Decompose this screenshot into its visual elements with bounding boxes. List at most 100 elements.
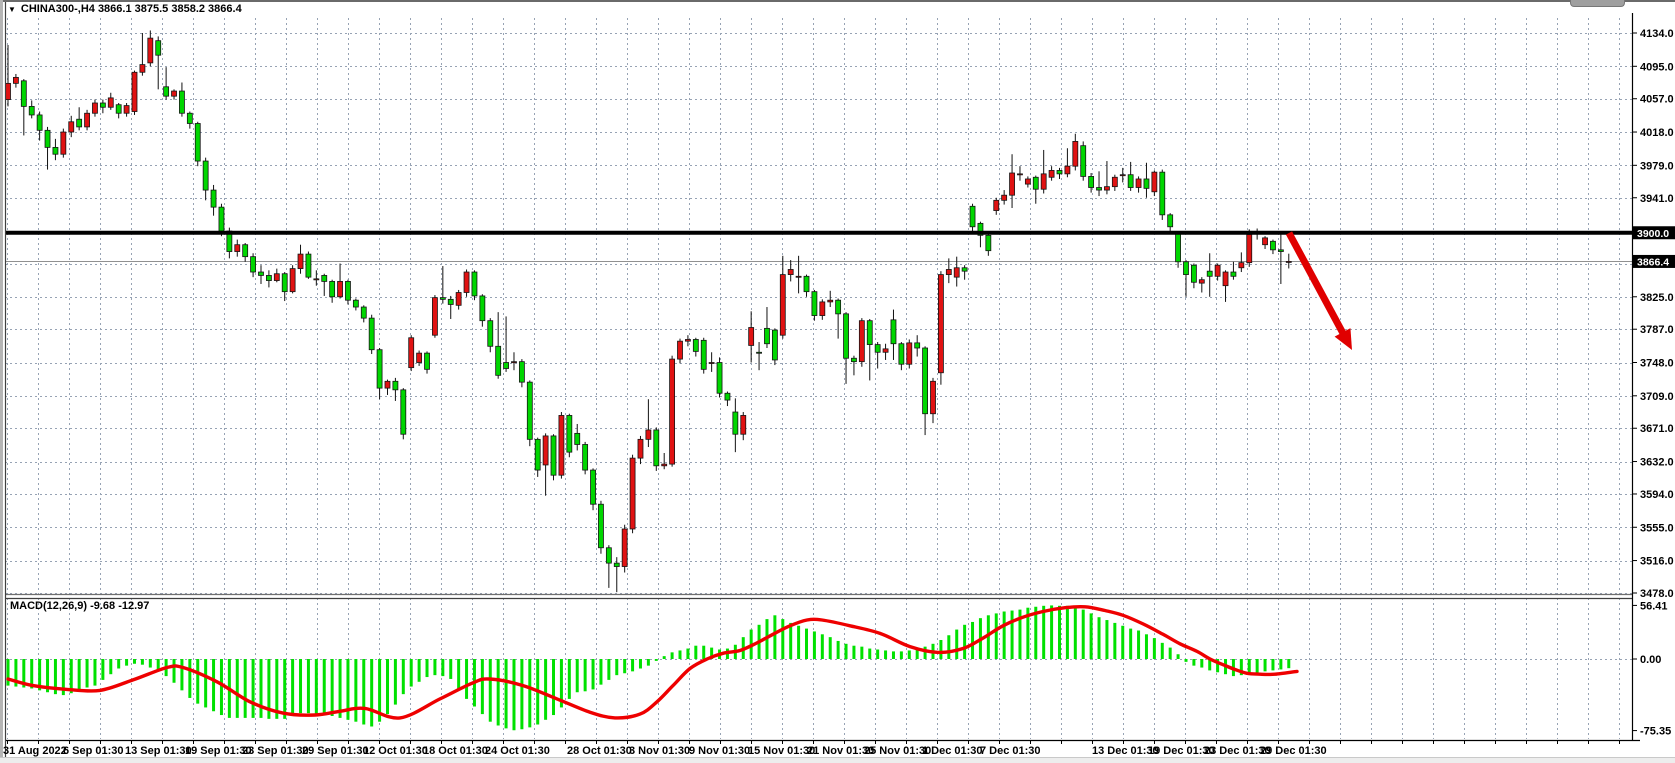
axis-label: 23 Sep 01:30 <box>242 745 309 757</box>
candle-body <box>5 82 11 100</box>
axis-label: 3900.0 <box>1637 228 1669 240</box>
candle-body <box>811 291 818 316</box>
candle-body <box>827 299 834 303</box>
candle-body <box>289 268 296 293</box>
trend-arrow[interactable] <box>1285 231 1352 350</box>
candle-body <box>1262 237 1268 246</box>
axis-label: 4057.0 <box>1640 94 1674 106</box>
candle-body <box>179 90 185 114</box>
candle-body <box>471 271 478 297</box>
candle-body <box>732 411 739 435</box>
candle-body <box>526 381 533 440</box>
candle-body <box>68 121 75 133</box>
candle-body <box>503 362 509 369</box>
window-left-border <box>0 0 3 757</box>
axis-label: 3748.0 <box>1640 358 1674 370</box>
candle-body <box>265 275 272 281</box>
symbol-title-bar[interactable]: ▼ CHINA300-,H4 3866.1 3875.5 3858.2 3866… <box>8 3 242 15</box>
candle-body <box>779 274 786 336</box>
candle-body <box>858 320 865 363</box>
candle-body <box>345 281 351 301</box>
grid <box>5 18 1632 739</box>
candle-body <box>384 380 391 389</box>
candle-body <box>1088 176 1095 188</box>
axis-label: 3478.0 <box>1640 588 1674 600</box>
axis-label: 3516.0 <box>1640 556 1674 568</box>
candle-body <box>479 295 486 322</box>
candle-body <box>273 273 280 281</box>
candle-body <box>194 123 201 162</box>
candle-body <box>771 329 778 361</box>
candle-body <box>352 299 359 308</box>
candle-body <box>1167 214 1174 228</box>
candle-body <box>1032 176 1039 190</box>
candle-body <box>764 327 770 345</box>
candle-body <box>1072 141 1079 167</box>
candle-body <box>961 267 968 272</box>
window-top-border <box>0 0 1675 2</box>
candle-body <box>495 345 502 376</box>
candle-body <box>985 234 992 252</box>
axis-label: 29 Dec 01:30 <box>1260 745 1327 757</box>
axis-label: 3941.0 <box>1640 193 1674 205</box>
candle-body <box>337 281 343 298</box>
candle-body <box>1230 271 1237 277</box>
candle-body <box>1127 174 1134 188</box>
axis-label: 19 Sep 01:30 <box>185 745 252 757</box>
candle-body <box>748 327 755 346</box>
candle-body <box>1270 240 1276 251</box>
candle-body <box>993 199 1000 211</box>
candle-body <box>202 160 209 191</box>
candle-body <box>432 297 438 336</box>
candle-body <box>1285 261 1292 263</box>
candle-body <box>692 339 699 352</box>
axis-label: 6 Sep 01:30 <box>63 745 124 757</box>
candle-body <box>131 71 138 112</box>
dropdown-arrow-icon[interactable]: ▼ <box>8 4 16 14</box>
candle-body <box>416 352 423 363</box>
candle-body <box>376 349 383 389</box>
axis-label: 3632.0 <box>1640 457 1674 469</box>
candle-body <box>598 503 604 549</box>
candle-body <box>321 275 328 282</box>
scrollbar-thumb[interactable] <box>1570 0 1625 7</box>
axis-label: 3866.4 <box>1637 256 1669 268</box>
candles-series <box>5 30 1292 593</box>
macd-indicator-label: MACD(12,26,9) -9.68 -12.97 <box>10 600 150 612</box>
candle-body <box>605 547 612 564</box>
candle-body <box>439 297 446 300</box>
candle-body <box>84 112 90 128</box>
candle-body <box>938 274 944 374</box>
candle-body <box>1040 173 1047 190</box>
candle-body <box>574 432 581 445</box>
axis-label: 7 Dec 01:30 <box>980 745 1041 757</box>
candle-body <box>534 438 541 471</box>
candle-body <box>756 351 762 354</box>
macd-signal-line <box>6 604 1299 720</box>
candle-body <box>455 292 462 306</box>
candle-body <box>898 343 905 365</box>
candle-body <box>629 457 636 530</box>
candle-body <box>511 361 517 364</box>
candle-body <box>1159 171 1166 216</box>
candle-body <box>1104 186 1110 191</box>
axis-label: 3555.0 <box>1640 522 1674 534</box>
candle-body <box>1183 261 1189 275</box>
candle-body <box>1048 170 1055 178</box>
candle-body <box>424 352 430 370</box>
axis-label: 13 Dec 01:30 <box>1092 745 1159 757</box>
axis-label: 1 Dec 01:30 <box>922 745 983 757</box>
candle-body <box>1017 173 1023 176</box>
candle-body <box>803 275 810 293</box>
axis-label: 3979.0 <box>1640 160 1674 172</box>
candle-body <box>1001 194 1008 201</box>
candle-body <box>582 444 589 471</box>
bottom-status-strip <box>0 757 1675 763</box>
candle-body <box>890 319 897 345</box>
candle-body <box>99 102 106 108</box>
axis-label: 3787.0 <box>1640 324 1674 336</box>
candle-body <box>463 271 470 293</box>
